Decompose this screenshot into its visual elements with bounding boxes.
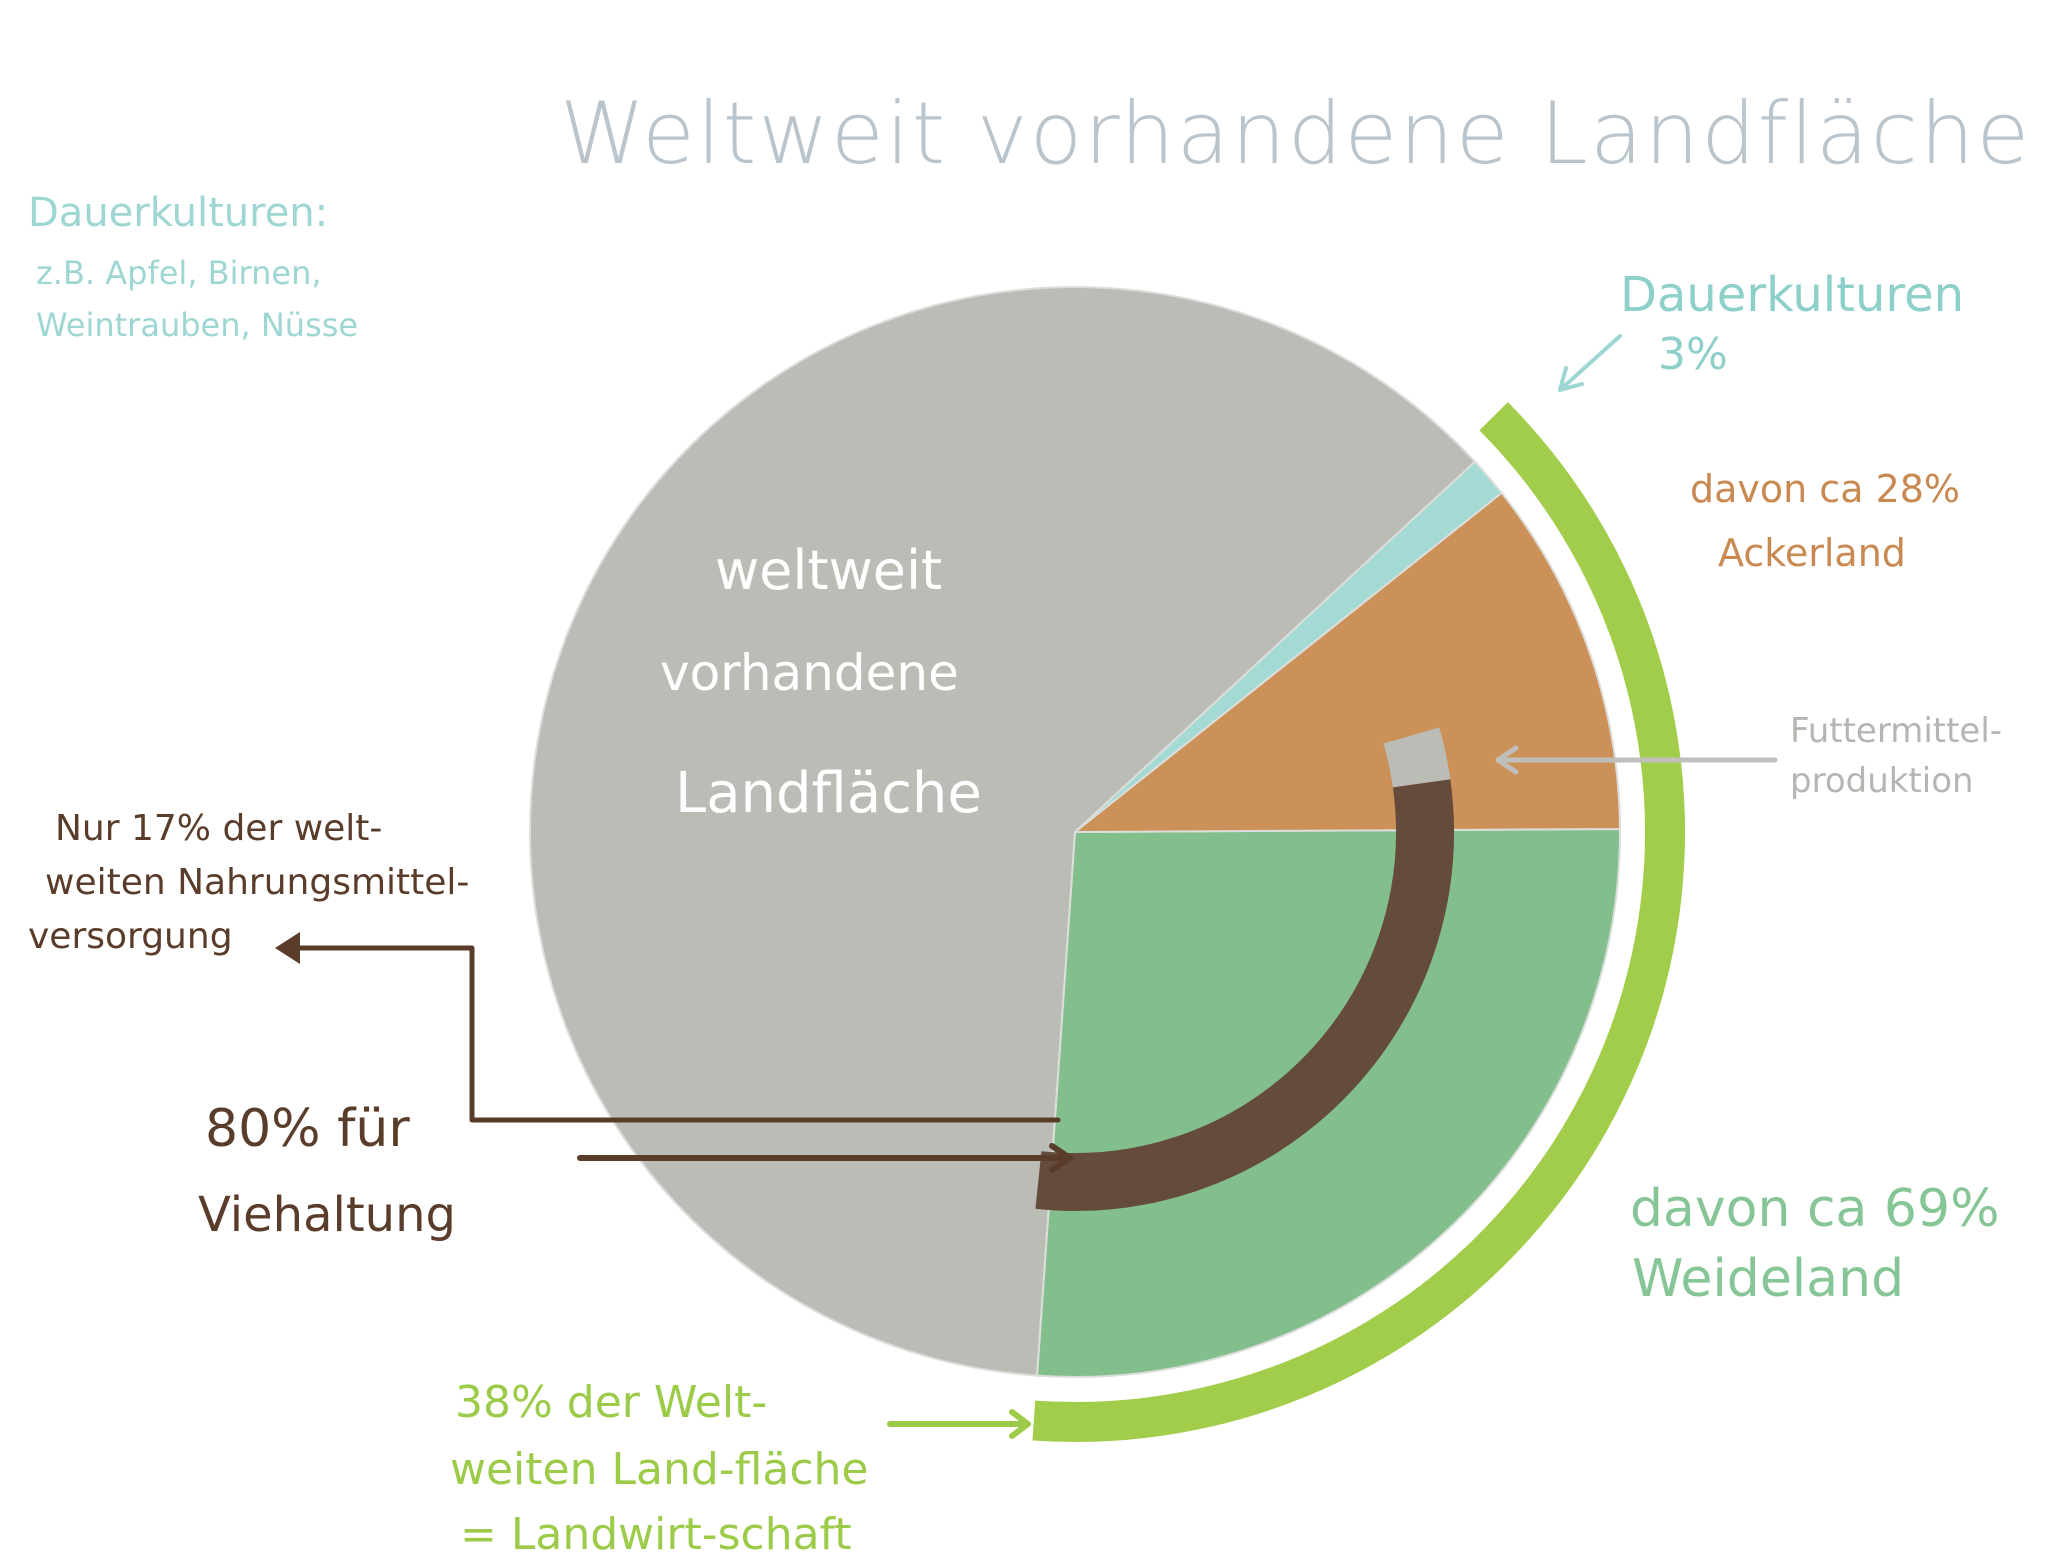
agriculture-arrow [887,1409,1031,1439]
food-supply-arrow [287,945,1061,1123]
agriculture-label-line-2: weiten Land-fläche [450,1444,869,1495]
pie-slice-weltweit-vorhandene-landfl-che [529,286,1477,1377]
pie-slice-ackerland [1072,491,1621,834]
ackerland-label: Ackerland [1718,531,1906,575]
dauerkulturen-arrow [1558,334,1622,392]
futtermittel-arrow [1495,745,1778,775]
weideland-label: Weideland [1632,1249,1905,1309]
food-supply-arrow-head [275,932,300,964]
agriculture-label-line-3: = Landwirt-schaft [460,1509,852,1560]
futtermittel-label-line-2: produktion [1790,761,1974,801]
dauerkulturen-label: Dauerkulturen [1620,267,1965,323]
feed-production-arc [1383,727,1451,788]
livestock-label-line-1: 80% für [205,1099,410,1159]
agriculture-arc [1032,402,1685,1442]
overlay-arcs [1032,402,1685,1442]
futtermittel-label-line-1: Futtermittel- [1790,711,2003,751]
agriculture-label-line-1: 38% der Welt- [455,1377,768,1428]
dauerkulturen-note-line-1: z.B. Apfel, Birnen, [36,254,322,292]
annotation-arrows [275,334,1778,1439]
ackerland-percent-label: davon ca 28% [1690,467,1961,511]
dauerkulturen-note-line-2: Weintrauben, Nüsse [36,306,359,344]
center-label-line-1: weltweit [715,539,943,602]
dauerkulturen-note-title: Dauerkulturen: [28,190,329,236]
dauerkulturen-percent: 3% [1658,329,1728,380]
weideland-percent-label: davon ca 69% [1630,1179,2000,1239]
food-supply-label-line-2: weiten Nahrungsmittel- [45,862,470,903]
pie-slices [529,286,1621,1378]
food-supply-label-line-3: versorgung [28,916,233,957]
food-supply-label-line-1: Nur 17% der welt- [55,808,383,849]
livestock-arrow [577,1143,1073,1173]
chart-title: Weltweit vorhandene Landfläche [560,84,2032,184]
livestock-arc [1035,779,1454,1211]
livestock-label-line-2: Viehaltung [198,1187,456,1243]
center-label-line-3: Landfläche [675,761,982,826]
center-label-line-2: vorhandene [660,644,959,702]
